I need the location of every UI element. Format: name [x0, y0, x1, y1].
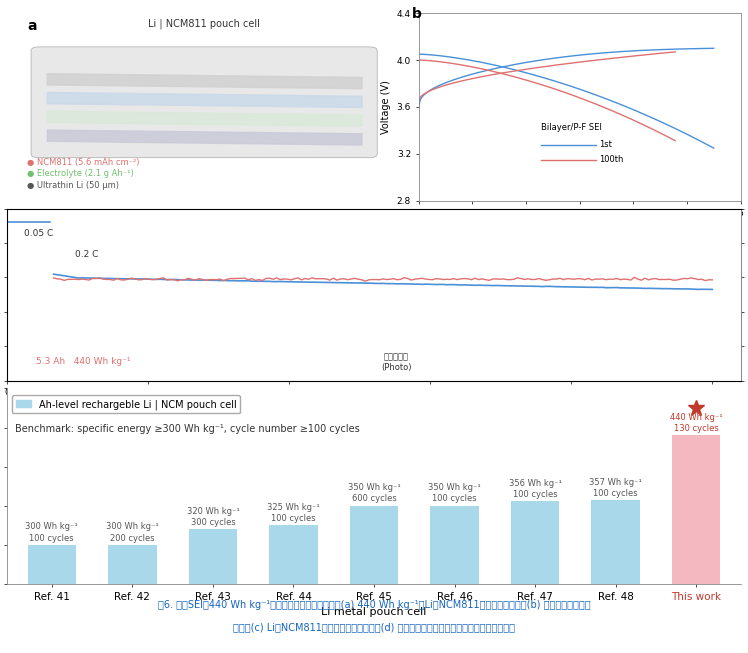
Text: 350 Wh kg⁻¹
100 cycles: 350 Wh kg⁻¹ 100 cycles — [428, 483, 481, 503]
X-axis label: Cycle number: Cycle number — [340, 403, 408, 413]
Bar — [672, 436, 720, 584]
Text: a: a — [27, 19, 37, 33]
Text: 北京理工大
(Photo): 北京理工大 (Photo) — [381, 353, 411, 372]
X-axis label: Capacity (Ah): Capacity (Ah) — [547, 223, 613, 233]
Text: Bilayer/P-F SEI: Bilayer/P-F SEI — [541, 123, 602, 131]
Text: 357 Wh kg⁻¹
100 cycles: 357 Wh kg⁻¹ 100 cycles — [589, 478, 642, 498]
Bar — [430, 506, 479, 584]
Text: ● Ultrathin Li (50 μm): ● Ultrathin Li (50 μm) — [27, 181, 119, 189]
Bar — [511, 501, 560, 584]
Bar — [108, 545, 156, 584]
Text: 350 Wh kg⁻¹
600 cycles: 350 Wh kg⁻¹ 600 cycles — [348, 483, 400, 503]
Text: 0.2 C: 0.2 C — [75, 249, 99, 259]
Legend: Ah-level rechargeble Li | NCM pouch cell: Ah-level rechargeble Li | NCM pouch cell — [12, 395, 240, 413]
Bar — [28, 545, 76, 584]
Text: 5.3 Ah   440 Wh kg⁻¹: 5.3 Ah 440 Wh kg⁻¹ — [36, 357, 130, 366]
Text: b: b — [412, 7, 422, 22]
Text: 300 Wh kg⁻¹
100 cycles: 300 Wh kg⁻¹ 100 cycles — [25, 522, 78, 543]
Bar — [269, 526, 318, 584]
Text: 320 Wh kg⁻¹
300 cycles: 320 Wh kg⁻¹ 300 cycles — [186, 507, 239, 527]
FancyBboxPatch shape — [31, 47, 377, 158]
Y-axis label: Voltage (V): Voltage (V) — [381, 80, 391, 134]
Text: 曲线。(c) Li｜NCM811软包电池的循环性能。(d) 软包电池循环性能与文献报道的性能对比图。: 曲线。(c) Li｜NCM811软包电池的循环性能。(d) 软包电池循环性能与文… — [233, 622, 515, 632]
Text: 100th: 100th — [599, 155, 623, 164]
Bar — [188, 530, 237, 584]
Text: 0.05 C: 0.05 C — [25, 229, 54, 238]
X-axis label: Li metal pouch cell: Li metal pouch cell — [322, 607, 426, 617]
Text: 325 Wh kg⁻¹
100 cycles: 325 Wh kg⁻¹ 100 cycles — [267, 503, 320, 523]
Text: ● NCM811 (5.6 mAh cm⁻²): ● NCM811 (5.6 mAh cm⁻²) — [27, 158, 140, 167]
Text: 356 Wh kg⁻¹
100 cycles: 356 Wh kg⁻¹ 100 cycles — [509, 479, 562, 499]
Text: 图6. 双层SEI在440 Wh kg⁻¹级软包电池中的循环性能。(a) 440 Wh kg⁻¹级Li｜NCM811软包电池示意图。(b) 软包电池的充放电: 图6. 双层SEI在440 Wh kg⁻¹级软包电池中的循环性能。(a) 440… — [158, 600, 590, 610]
Text: 300 Wh kg⁻¹
200 cycles: 300 Wh kg⁻¹ 200 cycles — [106, 522, 159, 543]
Text: 440 Wh kg⁻¹
130 cycles: 440 Wh kg⁻¹ 130 cycles — [670, 413, 723, 433]
Bar — [592, 500, 640, 584]
Text: Li | NCM811 pouch cell: Li | NCM811 pouch cell — [148, 19, 260, 29]
Bar — [350, 506, 398, 584]
Text: Benchmark: specific energy ≥300 Wh kg⁻¹, cycle number ≥100 cycles: Benchmark: specific energy ≥300 Wh kg⁻¹,… — [15, 424, 360, 434]
Text: ● Electrolyte (2.1 g Ah⁻¹): ● Electrolyte (2.1 g Ah⁻¹) — [27, 169, 134, 178]
Text: 1st: 1st — [599, 140, 612, 149]
